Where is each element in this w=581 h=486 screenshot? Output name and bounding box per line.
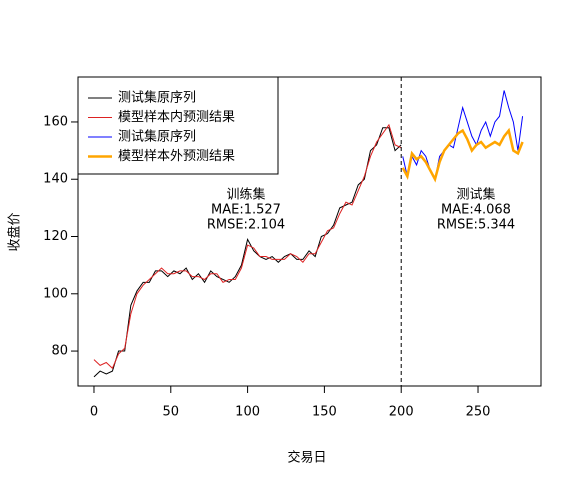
annotation: RMSE:5.344 <box>437 218 515 233</box>
series-line <box>93 127 402 378</box>
x-tick-label: 150 <box>312 405 337 420</box>
x-tick-label: 50 <box>163 405 180 420</box>
annotation: 训练集 <box>226 187 265 203</box>
series-line <box>401 127 524 183</box>
y-tick-label: 80 <box>51 344 68 359</box>
legend-label: 测试集原序列 <box>118 129 196 145</box>
annotation: 测试集 <box>456 187 495 203</box>
legend-label: 模型样本内预测结果 <box>118 109 235 125</box>
x-tick-label: 200 <box>389 405 414 420</box>
legend-box <box>77 76 279 175</box>
annotation: MAE:4.068 <box>441 203 511 218</box>
y-axis-label: 收盘价 <box>7 212 23 251</box>
plot-frame <box>77 76 542 387</box>
x-tick-label: 0 <box>90 405 98 420</box>
y-tick-label: 100 <box>43 286 68 301</box>
legend-label: 模型样本外预测结果 <box>118 149 235 164</box>
series-line <box>93 123 402 370</box>
x-tick-label: 100 <box>235 405 260 420</box>
y-tick-label: 120 <box>43 229 68 244</box>
y-tick-label: 140 <box>43 172 68 187</box>
annotation: MAE:1.527 <box>211 203 281 218</box>
x-axis-label: 交易日 <box>287 450 326 466</box>
legend-label: 测试集原序列 <box>118 90 196 106</box>
y-tick-label: 160 <box>43 114 68 129</box>
annotation: RMSE:2.104 <box>207 218 285 233</box>
x-tick-label: 250 <box>466 405 491 420</box>
series-line <box>402 90 524 181</box>
